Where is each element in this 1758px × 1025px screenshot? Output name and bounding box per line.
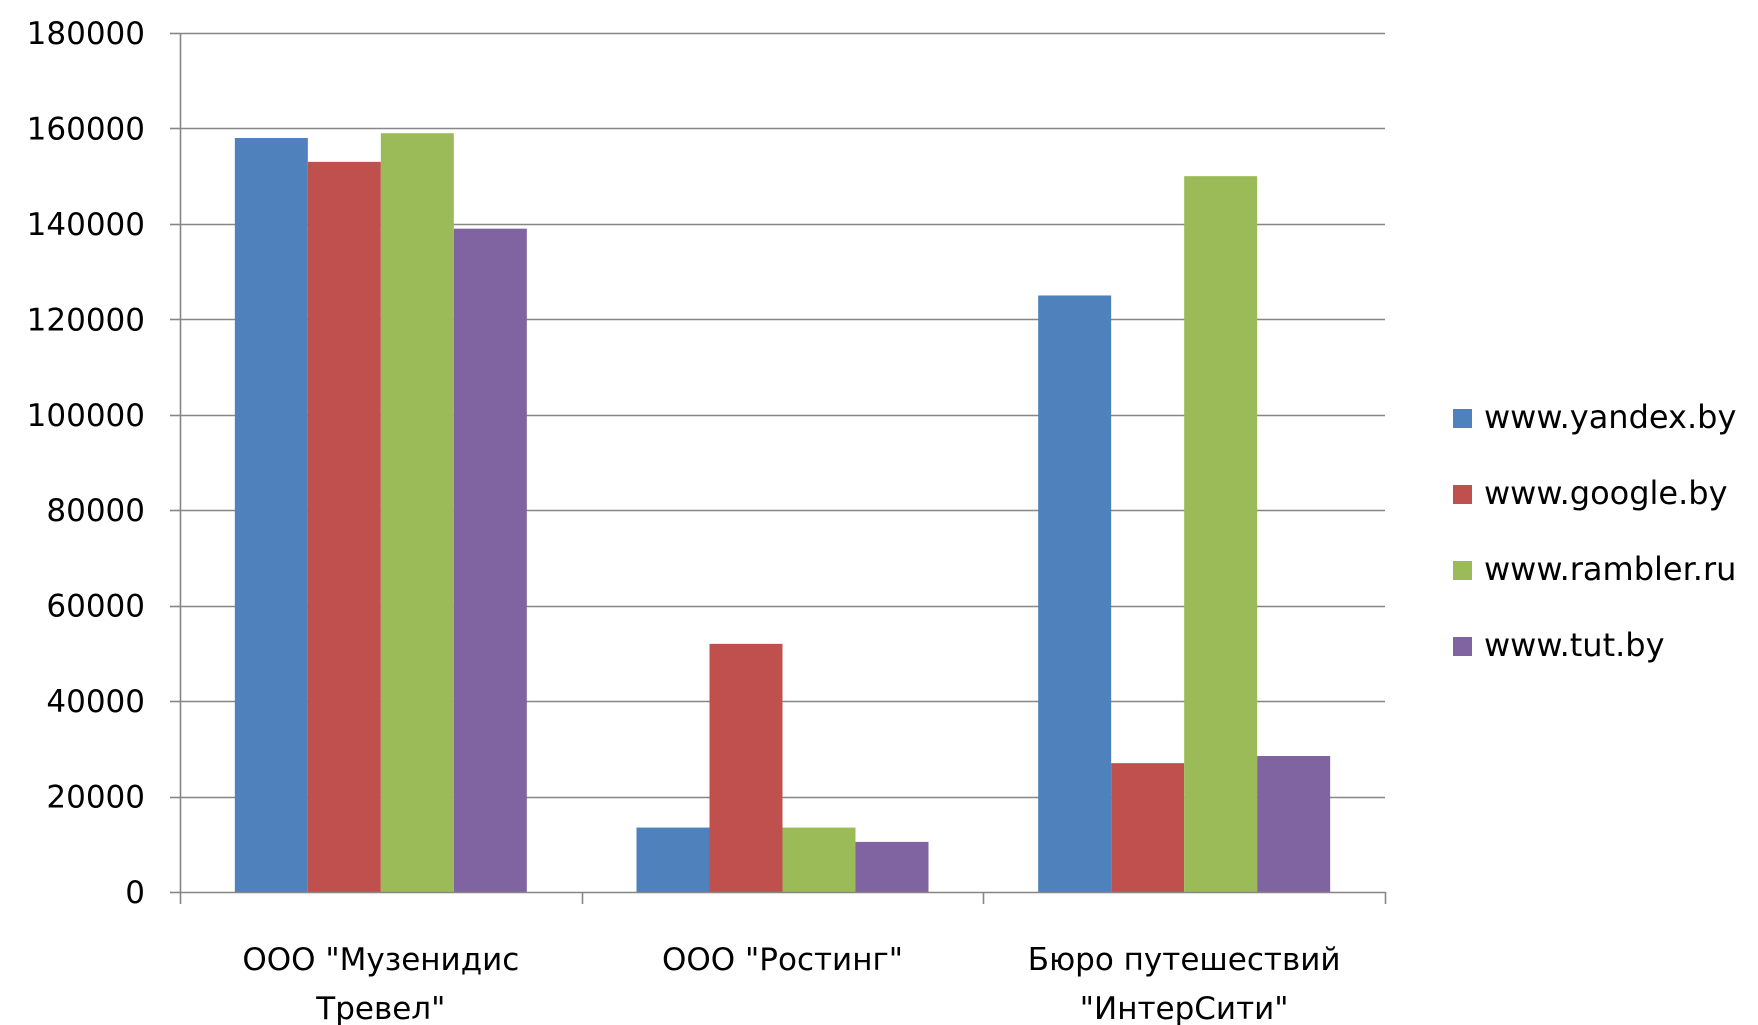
legend-label: www.google.by [1484, 474, 1728, 512]
x-category-label: "ИнтерСити" [1080, 991, 1289, 1025]
bar [782, 827, 856, 892]
y-tick-label: 100000 [27, 398, 145, 434]
bar [1184, 176, 1258, 892]
bar [307, 161, 381, 893]
legend-swatch [1453, 485, 1472, 504]
legend-swatch [1453, 409, 1472, 428]
y-tick-labels: 0 20000 40000 60000 80000 100000 120000 140000 1… [27, 16, 145, 911]
legend-label: www.yandex.by [1484, 398, 1736, 436]
axes [170, 32, 1387, 904]
bar [453, 228, 527, 892]
y-tick-label: 60000 [46, 589, 145, 625]
y-tick-label: 160000 [27, 111, 145, 147]
y-tick-label: 40000 [46, 684, 145, 720]
y-tick-label: 80000 [46, 493, 145, 529]
x-category-label: ООО "Музенидис [242, 942, 519, 978]
bar [1111, 763, 1185, 892]
bar [1257, 755, 1331, 892]
y-tick-label: 0 [125, 875, 145, 911]
y-tick-label: 140000 [27, 207, 145, 243]
x-category-label: Тревел" [315, 991, 445, 1025]
bar [855, 841, 929, 892]
bar [636, 827, 710, 892]
legend-swatch [1453, 637, 1472, 656]
legend-swatch [1453, 561, 1472, 580]
bar [380, 133, 454, 892]
legend-label: www.rambler.ru [1484, 550, 1736, 588]
legend: www.yandex.by www.google.by www.rambler.ru… [1453, 398, 1736, 664]
bars [234, 133, 1331, 893]
x-category-label: Бюро путешествий [1028, 942, 1341, 978]
y-tick-label: 20000 [46, 780, 145, 816]
y-tick-label: 120000 [27, 302, 145, 338]
bar [1038, 295, 1112, 892]
bar [234, 137, 308, 892]
x-category-label: ООО "Ростинг" [662, 942, 903, 978]
bar [709, 643, 783, 892]
y-tick-label: 180000 [27, 16, 145, 52]
legend-label: www.tut.by [1484, 626, 1665, 664]
x-category-labels: ООО "Музенидис Тревел" ООО "Ростинг" Бюро п… [242, 942, 1340, 1025]
